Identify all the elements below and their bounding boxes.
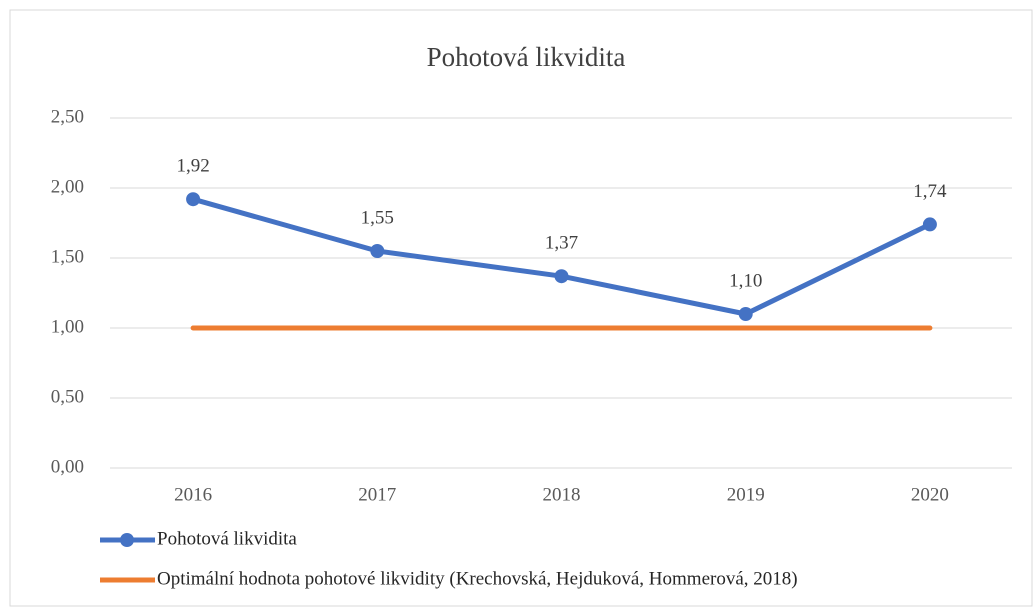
data-label: 1,10 <box>729 270 762 291</box>
legend-marker <box>120 533 134 547</box>
y-tick-label: 2,50 <box>51 106 84 127</box>
data-point <box>738 307 753 321</box>
y-tick-label: 2,00 <box>51 176 84 197</box>
x-tick-label: 2020 <box>911 484 949 505</box>
data-point <box>922 217 937 232</box>
legend-label: Pohotová likvidita <box>157 528 297 549</box>
data-point <box>186 192 201 207</box>
data-label: 1,37 <box>545 233 578 254</box>
y-tick-label: 1,00 <box>51 316 84 337</box>
data-point <box>554 269 569 284</box>
chart-border <box>9 9 1033 607</box>
data-label: 1,92 <box>176 156 209 177</box>
data-label: 1,74 <box>913 181 947 202</box>
legend-label: Optimální hodnota pohotové likvidity (Kr… <box>157 568 798 589</box>
x-tick-label: 2017 <box>358 484 396 505</box>
y-tick-label: 1,50 <box>51 246 84 267</box>
data-label: 1,55 <box>361 207 394 228</box>
x-tick-label: 2018 <box>543 484 581 505</box>
x-tick-label: 2016 <box>174 484 212 505</box>
chart-title: Pohotová likvidita <box>427 42 626 72</box>
y-tick-label: 0,00 <box>51 456 84 477</box>
data-point <box>370 244 385 258</box>
x-tick-label: 2019 <box>727 484 765 505</box>
y-tick-label: 0,50 <box>51 386 84 407</box>
